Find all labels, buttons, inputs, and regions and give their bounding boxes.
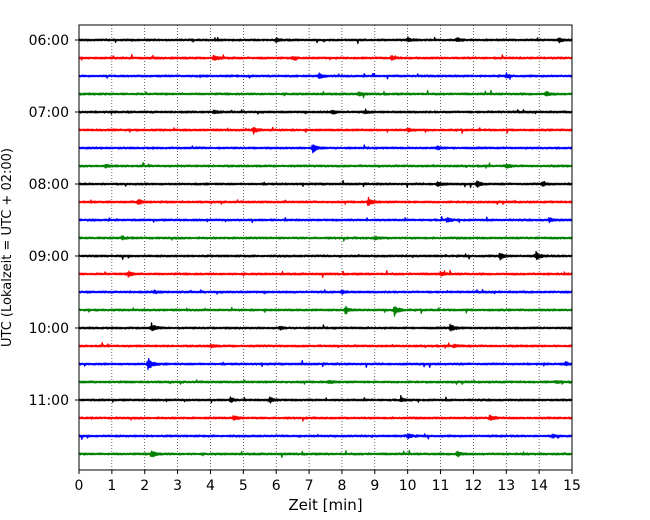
- x-tick-label-0: 0: [75, 478, 84, 494]
- trace-16: [78, 322, 573, 332]
- y-tick-label-4: 10:00: [29, 321, 69, 337]
- x-tick-label-14: 14: [530, 478, 548, 494]
- trace-9: [78, 196, 573, 206]
- x-tick-label-9: 9: [370, 478, 379, 494]
- seismic-traces: [78, 36, 573, 459]
- trace-18: [78, 358, 573, 371]
- x-tick-label-3: 3: [173, 478, 182, 494]
- trace-4: [78, 108, 573, 115]
- trace-14: [78, 289, 573, 295]
- x-tick-label-15: 15: [563, 478, 581, 494]
- trace-23: [78, 449, 573, 459]
- x-tick-label-2: 2: [140, 478, 149, 494]
- x-axis-label: Zeit [min]: [288, 496, 362, 514]
- y-tick-label-1: 07:00: [29, 105, 69, 121]
- x-tick-label-5: 5: [239, 478, 248, 494]
- trace-12: [78, 250, 573, 261]
- y-axis-ticks: 06:00 07:00 08:00 09:00 10:00 11:00: [29, 33, 79, 409]
- x-tick-label-11: 11: [432, 478, 450, 494]
- y-axis-label: UTC (Lokalzeit = UTC + 02:00): [0, 148, 15, 347]
- trace-0: [78, 36, 573, 45]
- trace-19: [78, 379, 573, 385]
- trace-22: [78, 433, 573, 440]
- trace-21: [78, 414, 573, 422]
- trace-7: [78, 162, 573, 169]
- x-axis-ticks: 0 1 2 3 4 5 6 7 8 9 10 11 12 13 14 15: [75, 470, 581, 494]
- y-tick-label-2: 08:00: [29, 177, 69, 193]
- x-tick-label-8: 8: [337, 478, 346, 494]
- x-tick-label-13: 13: [497, 478, 515, 494]
- x-tick-label-12: 12: [464, 478, 482, 494]
- trace-1: [78, 53, 573, 61]
- trace-2: [78, 72, 573, 80]
- x-tick-label-4: 4: [206, 478, 215, 494]
- trace-5: [78, 126, 573, 135]
- vertical-grid: [111, 25, 540, 470]
- trace-11: [78, 235, 573, 242]
- y-tick-label-3: 09:00: [29, 249, 69, 265]
- x-tick-label-7: 7: [305, 478, 314, 494]
- trace-10: [78, 216, 573, 224]
- trace-6: [78, 144, 573, 154]
- plot-frame: [78, 24, 573, 471]
- trace-17: [78, 342, 573, 349]
- trace-20: [78, 394, 573, 404]
- y-tick-label-5: 11:00: [29, 393, 69, 409]
- x-tick-label-10: 10: [399, 478, 417, 494]
- trace-15: [78, 305, 573, 317]
- trace-3: [78, 89, 573, 99]
- x-tick-label-6: 6: [272, 478, 281, 494]
- y-tick-label-0: 06:00: [29, 33, 69, 49]
- trace-13: [78, 269, 573, 279]
- trace-8: [78, 179, 573, 189]
- x-tick-label-1: 1: [107, 478, 116, 494]
